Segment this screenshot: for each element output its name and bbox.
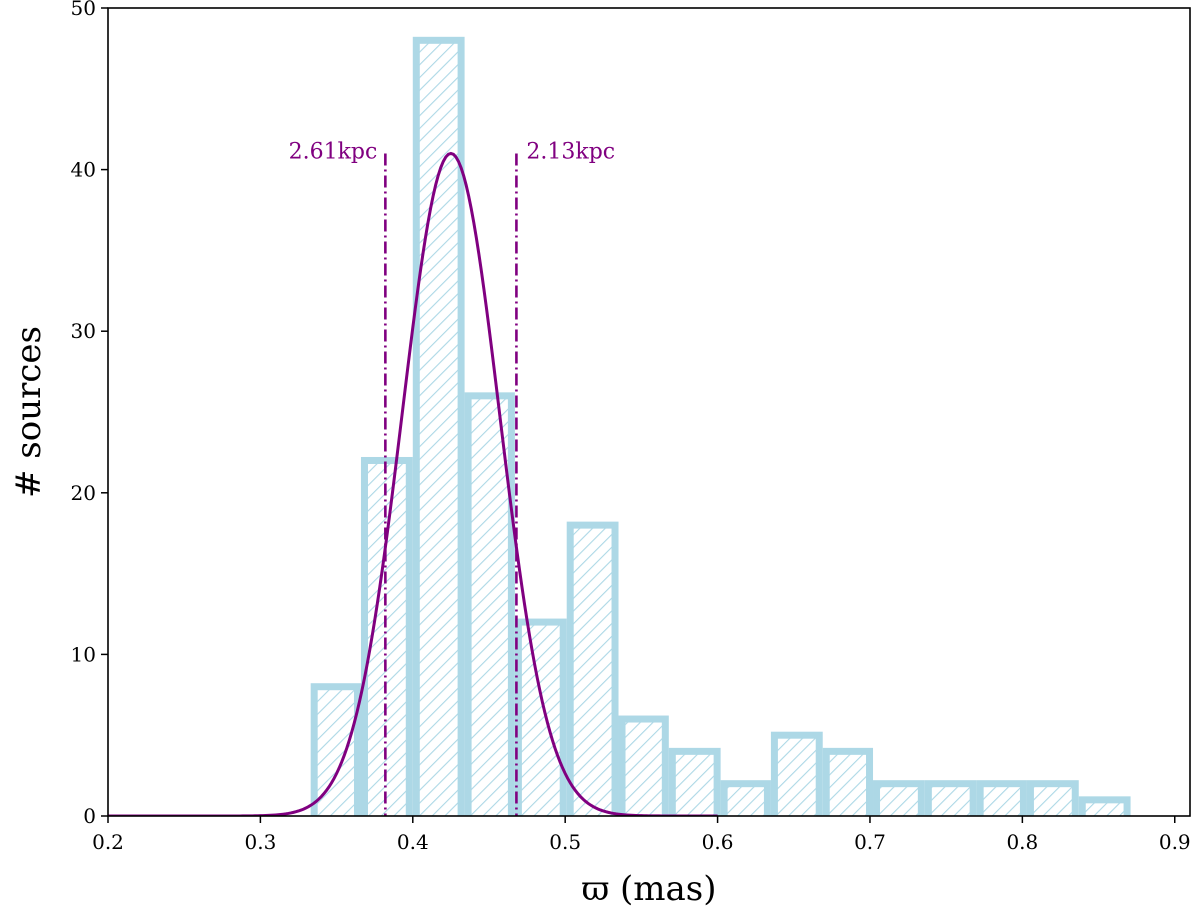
y-tick-label: 0: [83, 804, 96, 828]
distance-markers: 2.61kpc 2.13kpc: [289, 139, 615, 816]
histogram-bar: [618, 715, 669, 816]
x-tick-label: 0.4: [397, 830, 429, 854]
y-tick-label: 30: [71, 319, 96, 343]
x-tick-label: 0.8: [1006, 830, 1038, 854]
histogram-bar: [976, 780, 1027, 816]
x-axis: 0.2 0.3 0.4 0.5 0.6 0.7 0.8 0.9: [92, 816, 1191, 854]
y-tick-label: 20: [71, 481, 96, 505]
histogram-bar: [668, 747, 721, 816]
y-axis-title: # sources: [9, 326, 49, 498]
histogram-bar: [566, 521, 619, 816]
distance-marker-label: 2.61kpc: [289, 139, 378, 164]
histogram-bar: [514, 618, 567, 816]
histogram-bar: [822, 747, 874, 816]
x-tick-label: 0.3: [244, 830, 276, 854]
histogram-bars: [310, 36, 1131, 816]
histogram-bar: [924, 780, 977, 816]
histogram-bar: [1026, 780, 1079, 816]
x-tick-label: 0.6: [702, 830, 734, 854]
x-tick-label: 0.9: [1159, 830, 1191, 854]
plot-frame: [107, 7, 1191, 817]
x-tick-label: 0.7: [854, 830, 886, 854]
histogram-bar: [1078, 796, 1131, 816]
y-axis: 0 10 20 30 40 50: [71, 0, 108, 828]
y-tick-label: 40: [71, 158, 96, 182]
histogram-bar: [412, 36, 465, 816]
histogram-bar: [464, 392, 515, 816]
gaussian-fit: [108, 151, 718, 816]
distance-marker-label: 2.13kpc: [526, 139, 615, 164]
gaussian-fit-curve: [108, 151, 718, 816]
histogram-bar: [873, 780, 925, 816]
histogram-bar: [310, 683, 361, 816]
x-tick-label: 0.2: [92, 830, 124, 854]
histogram-bar: [720, 780, 771, 816]
x-axis-title: ϖ (mas): [581, 869, 716, 909]
histogram-bar: [770, 731, 823, 816]
y-tick-label: 50: [71, 0, 96, 20]
x-tick-label: 0.5: [549, 830, 581, 854]
y-tick-label: 10: [71, 642, 96, 666]
